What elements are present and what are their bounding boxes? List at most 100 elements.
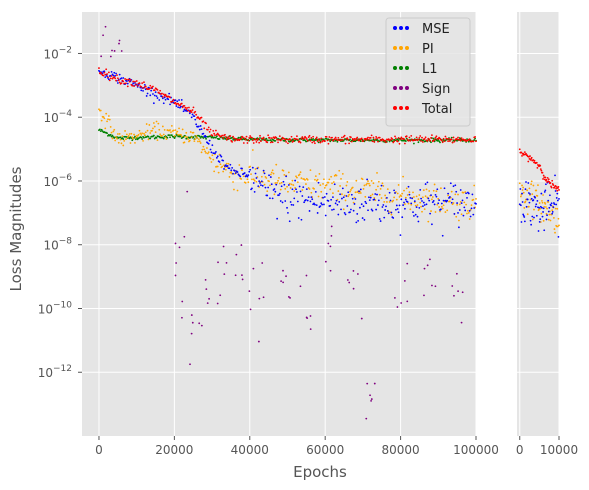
mse-point bbox=[310, 196, 313, 198]
mse-point bbox=[222, 159, 225, 162]
pi-point bbox=[161, 125, 164, 128]
total-point bbox=[296, 135, 298, 138]
l1-point bbox=[168, 134, 171, 137]
pi-point bbox=[414, 204, 417, 207]
mse-point bbox=[325, 192, 328, 195]
mse-point bbox=[452, 185, 455, 188]
mse-point bbox=[455, 190, 458, 193]
pi-point bbox=[526, 213, 529, 216]
legend-marker bbox=[393, 46, 397, 50]
pi-point bbox=[301, 189, 304, 191]
pi-point bbox=[442, 204, 445, 207]
mse-point bbox=[162, 102, 165, 105]
mse-point bbox=[542, 207, 545, 210]
mse-point bbox=[156, 97, 159, 99]
pi-point bbox=[422, 196, 424, 199]
pi-point bbox=[325, 184, 328, 186]
pi-point bbox=[230, 171, 233, 173]
mse-point bbox=[397, 211, 400, 214]
mse-point bbox=[367, 209, 369, 212]
mse-point bbox=[300, 218, 303, 221]
pi-point bbox=[194, 138, 197, 141]
total-point bbox=[109, 77, 112, 80]
pi-point bbox=[446, 209, 449, 212]
mse-point bbox=[409, 196, 412, 199]
mse-point bbox=[392, 217, 395, 219]
total-point bbox=[117, 79, 120, 82]
pi-point bbox=[343, 194, 346, 197]
pi-point bbox=[197, 140, 199, 143]
total-point bbox=[192, 106, 195, 109]
pi-point bbox=[522, 191, 525, 194]
legend-item-pi: PI bbox=[393, 42, 434, 57]
total-point bbox=[395, 137, 397, 140]
total-point bbox=[554, 184, 557, 187]
pi-point bbox=[153, 125, 156, 128]
pi-point bbox=[201, 148, 204, 151]
total-point bbox=[114, 77, 117, 80]
mse-point bbox=[174, 99, 177, 102]
mse-point bbox=[176, 100, 179, 103]
pi-point bbox=[242, 175, 245, 178]
pi-point bbox=[428, 190, 431, 192]
total-point bbox=[327, 142, 330, 145]
pi-point bbox=[531, 193, 534, 196]
pi-point bbox=[521, 184, 523, 187]
mse-point bbox=[190, 116, 193, 119]
mse-point bbox=[459, 189, 462, 191]
total-point bbox=[292, 140, 295, 143]
pi-point bbox=[365, 183, 368, 186]
mse-point bbox=[330, 198, 333, 201]
total-point bbox=[128, 80, 131, 83]
total-point bbox=[389, 139, 392, 141]
mse-point bbox=[535, 214, 538, 217]
pi-point bbox=[384, 194, 387, 197]
mse-point bbox=[152, 93, 154, 95]
total-point bbox=[116, 77, 119, 80]
total-point bbox=[398, 142, 401, 145]
total-point bbox=[370, 134, 373, 137]
total-point bbox=[181, 106, 184, 109]
sign-point bbox=[174, 274, 177, 277]
mse-point bbox=[252, 182, 255, 184]
mse-point bbox=[269, 197, 271, 200]
mse-point bbox=[547, 199, 550, 202]
total-point bbox=[246, 142, 249, 144]
sign-point bbox=[282, 269, 284, 272]
mse-point bbox=[116, 82, 119, 84]
total-point bbox=[225, 138, 228, 141]
total-point bbox=[521, 155, 523, 157]
total-point bbox=[533, 159, 536, 162]
sign-point bbox=[426, 264, 429, 267]
sign-point bbox=[348, 281, 351, 284]
pi-point bbox=[419, 201, 422, 204]
pi-point bbox=[241, 169, 243, 172]
pi-point bbox=[532, 184, 535, 187]
mse-point bbox=[365, 202, 368, 205]
mse-point bbox=[288, 220, 291, 223]
total-point bbox=[539, 164, 542, 167]
total-point bbox=[162, 93, 165, 96]
mse-point bbox=[323, 203, 325, 206]
pi-point bbox=[337, 190, 340, 192]
sign-point bbox=[299, 285, 302, 288]
total-point bbox=[98, 67, 100, 69]
legend-label: Sign bbox=[422, 82, 450, 97]
pi-point bbox=[558, 224, 560, 227]
pi-point bbox=[211, 154, 214, 157]
total-point bbox=[126, 85, 129, 88]
mse-point bbox=[223, 168, 225, 170]
pi-point bbox=[440, 187, 442, 190]
pi-point bbox=[181, 128, 184, 131]
mse-point bbox=[408, 193, 411, 196]
mse-point bbox=[529, 219, 532, 222]
l1-point bbox=[396, 138, 399, 141]
pi-point bbox=[157, 122, 160, 125]
pi-point bbox=[372, 182, 375, 185]
mse-point bbox=[274, 190, 277, 193]
pi-point bbox=[400, 195, 403, 197]
mse-point bbox=[219, 154, 222, 157]
pi-point bbox=[131, 136, 134, 139]
total-point bbox=[541, 171, 544, 174]
pi-point bbox=[290, 183, 293, 186]
